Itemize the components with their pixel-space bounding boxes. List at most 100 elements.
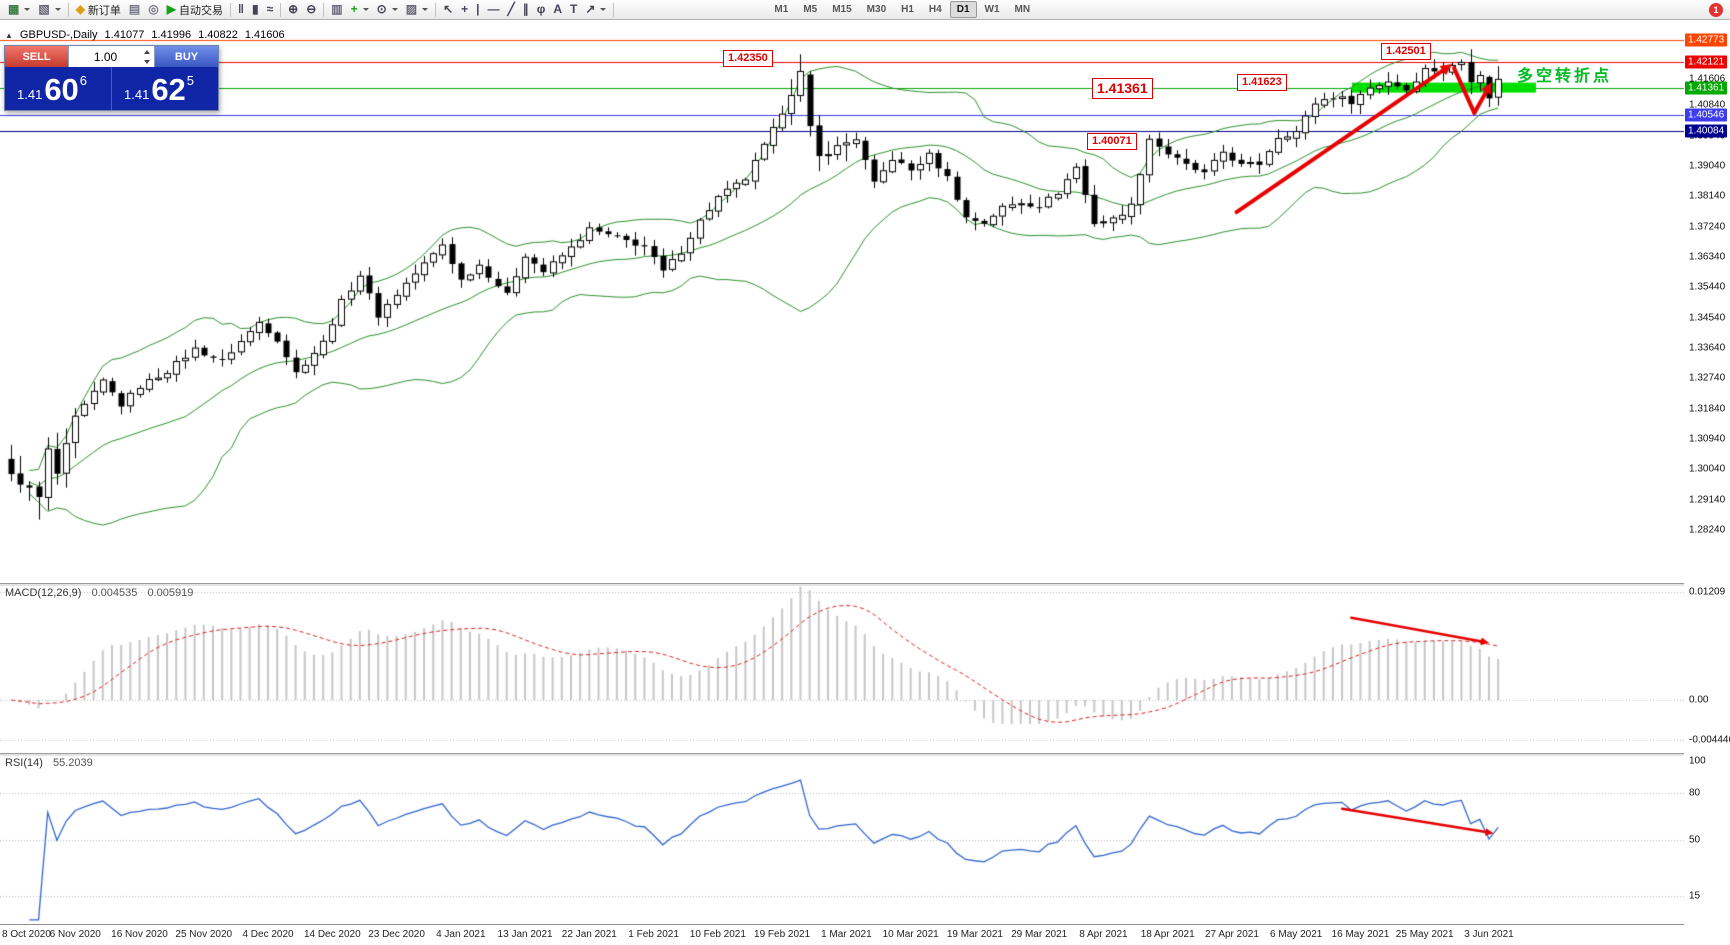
autotrading-label: 自动交易: [178, 4, 223, 17]
horizontal-line-button[interactable]: —: [484, 1, 504, 18]
price-axis[interactable]: 1.408401.399401.390401.381401.372401.363…: [1684, 0, 1730, 945]
price-callout[interactable]: 1.40071: [1087, 133, 1137, 150]
equidistant-channel-icon: ∥: [522, 2, 529, 16]
volume-decrease-button[interactable]: [142, 57, 152, 66]
timeframe-w1-button[interactable]: W1: [984, 4, 1000, 15]
price-tick: 1.38140: [1689, 190, 1726, 202]
ohlc-high: 1.41996: [151, 29, 192, 41]
app-market-button[interactable]: ▤: [125, 1, 144, 18]
cursor-button[interactable]: ↖: [439, 1, 457, 18]
ohlc-low: 1.40822: [198, 29, 238, 41]
crosshair-icon: +: [461, 2, 469, 16]
volume-input[interactable]: [69, 46, 154, 67]
price-tick: 1.37240: [1689, 221, 1726, 233]
date-label: 1 Feb 2021: [628, 929, 679, 940]
date-label: 18 Apr 2021: [1140, 929, 1195, 940]
current-price-label: 1.41606: [1689, 73, 1726, 85]
profiles-dropdown-icon: [54, 8, 61, 11]
timeframe-m1-button[interactable]: M1: [774, 4, 789, 15]
one-click-panel-toggle[interactable]: ▲: [5, 30, 13, 40]
templates-button[interactable]: ▨: [402, 1, 432, 18]
date-label: 16 May 2021: [1331, 929, 1390, 940]
app-market-icon: ▤: [128, 2, 141, 16]
rsi-name: RSI(14): [5, 757, 43, 769]
ask-price-pip: 5: [186, 73, 195, 88]
bid-price-prefix: 1.41: [17, 87, 43, 102]
date-axis[interactable]: 8 Oct 2020 6 Nov 2020 16 Nov 2020 25 Nov 20…: [0, 924, 1684, 945]
vertical-line-button[interactable]: |: [472, 1, 483, 18]
periods-button[interactable]: ⊙: [373, 1, 402, 18]
rsi-axis-label: 50: [1689, 834, 1701, 846]
macd-axis-label: 0.00: [1689, 694, 1709, 706]
bar-chart-icon: ‖: [237, 2, 244, 16]
zoom-in-button[interactable]: ⊕: [284, 1, 302, 18]
profiles-button[interactable]: ▧: [34, 1, 64, 18]
zoom-in-icon: ⊕: [288, 2, 299, 16]
macd-value-1: 0.004535: [91, 587, 138, 599]
text-label-button[interactable]: T: [566, 1, 581, 18]
equidistant-channel-button[interactable]: ∥: [519, 1, 533, 18]
toolbar-separator: [323, 2, 325, 17]
timeframe-m15-button[interactable]: M15: [832, 4, 852, 15]
trade-panel-quotes: 1.41 60 6 1.41 62 5: [5, 67, 218, 110]
buy-button[interactable]: BUY: [155, 46, 218, 67]
periods-dropdown-icon: [391, 8, 398, 11]
crosshair-button[interactable]: +: [457, 1, 472, 18]
arrow-tools-button[interactable]: ↗: [581, 1, 610, 18]
candlestick-chart-button[interactable]: ▮: [248, 1, 263, 18]
timeframe-h4-button[interactable]: H4: [928, 4, 942, 15]
volume-field: [68, 46, 155, 67]
price-callout[interactable]: 1.41361: [1092, 78, 1153, 99]
sell-button[interactable]: SELL: [5, 46, 68, 67]
zoom-out-button[interactable]: ⊖: [302, 1, 320, 18]
price-tick: 1.31840: [1689, 403, 1726, 415]
date-label: 19 Feb 2021: [754, 929, 811, 940]
timeframe-m5-button[interactable]: M5: [803, 4, 818, 15]
trendline-button[interactable]: ╱: [504, 1, 519, 18]
date-label: 4 Jan 2021: [436, 929, 486, 940]
virtual-hosting-button[interactable]: ◎: [144, 1, 162, 18]
zoom-out-icon: ⊖: [306, 2, 317, 16]
price-callout[interactable]: 1.42350: [723, 50, 773, 67]
bid-price: 1.41 60 6: [5, 67, 111, 110]
horizontal-line-icon: —: [487, 2, 500, 16]
date-label: 23 Dec 2020: [368, 929, 425, 940]
price-tick: 1.30040: [1689, 463, 1726, 475]
price-callout[interactable]: 1.42501: [1381, 43, 1431, 60]
fibonacci-retracement-button[interactable]: φ: [533, 1, 550, 18]
trade-panel-controls: SELL BUY: [5, 46, 218, 67]
new-order-button[interactable]: ◆ 新订单: [72, 1, 125, 18]
panel-separator-rsi[interactable]: [0, 753, 1684, 756]
panel-separator-macd[interactable]: [0, 583, 1684, 586]
ohlc-open: 1.41077: [104, 29, 145, 41]
one-click-trading-panel: SELL BUY 1.41 60 6 1.41 62 5: [4, 45, 219, 111]
autotrading-button[interactable]: ▶ 自动交易: [163, 1, 227, 18]
rsi-axis-label: 100: [1689, 755, 1706, 767]
text-button[interactable]: A: [549, 1, 566, 18]
volume-increase-button[interactable]: [142, 47, 152, 56]
bar-chart-button[interactable]: ‖: [234, 1, 248, 18]
timeframe-group: M1 M5 M15 M30 H1 H4 D1 W1 MN: [767, 1, 1037, 18]
price-line-label: 1.40084: [1685, 124, 1728, 138]
timeframe-d1-button[interactable]: D1: [949, 1, 977, 18]
timeframe-m30-button[interactable]: M30: [866, 4, 887, 15]
templates-dropdown-icon: [422, 8, 429, 11]
date-label: 25 May 2021: [1395, 929, 1454, 940]
timeframe-mn-button[interactable]: MN: [1014, 4, 1031, 15]
date-label: 25 Nov 2020: [175, 929, 233, 940]
chart-header: ▲ GBPUSD-,Daily 1.41077 1.41996 1.40822 …: [5, 29, 285, 41]
toolbar-separator: [67, 2, 69, 17]
line-chart-button[interactable]: ≈: [263, 1, 278, 18]
tile-windows-button[interactable]: ▥: [327, 1, 346, 18]
timeframe-h1-button[interactable]: H1: [901, 4, 914, 15]
notification-badge[interactable]: 1: [1709, 2, 1723, 17]
price-callout[interactable]: 1.41623: [1237, 74, 1287, 91]
new-chart-button[interactable]: ▦: [4, 1, 34, 18]
ask-price-prefix: 1.41: [124, 87, 150, 102]
indicators-button[interactable]: +: [347, 1, 373, 18]
date-label: 1 Mar 2021: [821, 929, 872, 940]
date-label: 6 May 2021: [1270, 929, 1323, 940]
chart-annotation-text[interactable]: 多空转折点: [1517, 68, 1613, 85]
